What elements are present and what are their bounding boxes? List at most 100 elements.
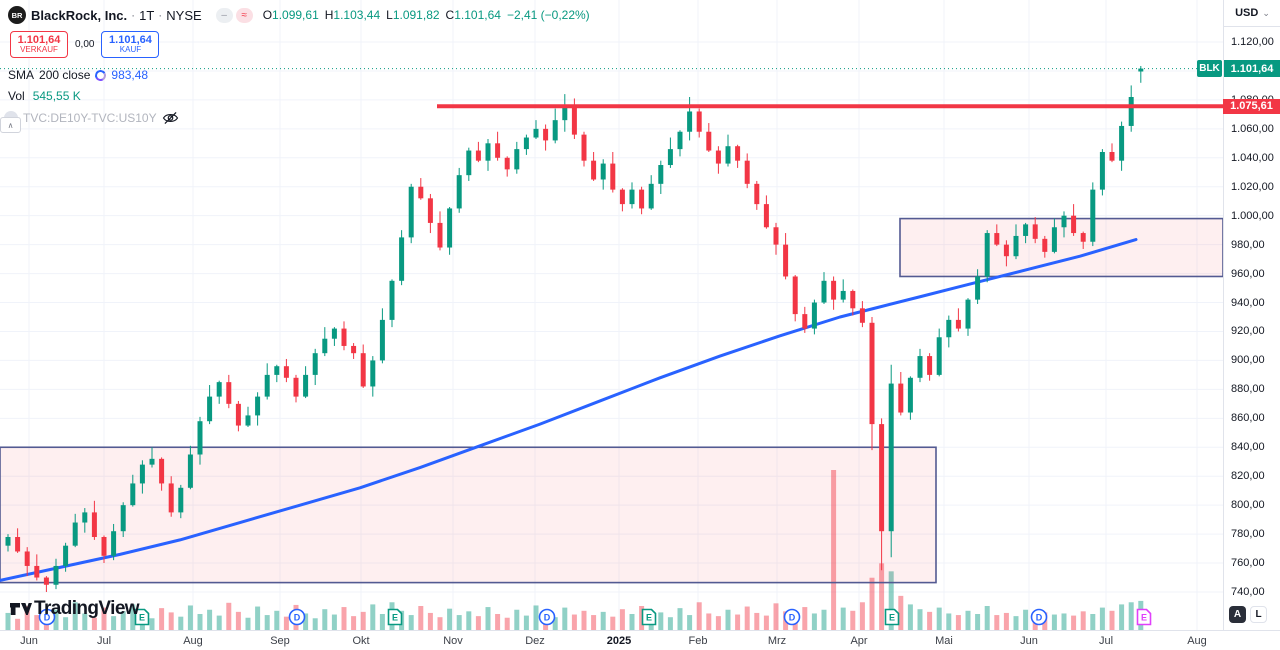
volume-bar [360,611,366,630]
volume-bar [168,612,174,630]
sma-indicator-row[interactable]: SMA 200 close 983,48 [8,67,590,83]
spread-value: 0,00 [75,39,95,50]
earnings-marker[interactable]: E [641,608,657,626]
candle-body [927,356,933,375]
candle-body [43,577,49,585]
candle-body [24,551,30,566]
hidden-indicator-row[interactable]: TVC:DE10Y-TVC:US10Y [4,110,590,126]
candle-body [898,383,904,413]
currency-selector[interactable]: USD ⌄ [1224,0,1280,27]
candle-body [955,319,961,329]
dividend-marker[interactable]: D [1030,608,1048,626]
candle-body [850,290,856,309]
auto-scale-button[interactable]: A [1229,606,1246,623]
volume-bar [571,614,577,630]
volume-bar [245,617,251,630]
candle-body [763,204,769,228]
dividend-marker[interactable]: D [783,608,801,626]
symbol-title[interactable]: BlackRock, Inc. [31,7,128,23]
last-price-symbol-badge: BLK [1197,60,1222,78]
candle-body [994,233,1000,245]
candle-body [619,189,625,205]
volume-bar [706,613,712,630]
candle-body [456,175,462,209]
volume-bar [994,615,1000,630]
candle-body [255,396,261,416]
collapse-pane-button[interactable]: ∧ [0,117,21,133]
symbol-logo: BR [8,6,26,24]
time-tick-label: Nov [443,635,463,647]
earnings-marker[interactable]: E [884,608,900,626]
dividend-marker[interactable]: D [288,608,306,626]
time-tick-label: Jun [20,635,38,647]
volume-bar [658,612,664,630]
rectangle-drawing[interactable] [899,217,1223,278]
separator: · [158,8,163,22]
time-tick-label: Jul [1098,635,1114,647]
volume-bar [1109,610,1115,630]
candle-body [1090,189,1096,242]
tradingview-logo[interactable]: TradingView [8,597,140,621]
marker-letter: D [1036,613,1043,623]
price-tick-label: 900,00 [1231,354,1265,367]
candle-body [1013,235,1019,257]
price-tick-label: 1.040,00 [1231,151,1274,164]
candle-body [15,537,21,552]
candle-body [293,377,299,397]
marker-letter: D [789,613,796,623]
dividend-marker[interactable]: D [538,608,556,626]
exchange-label: NYSE [166,7,202,23]
rectangle-drawing[interactable] [0,446,937,584]
log-scale-button[interactable]: L [1250,606,1267,623]
dividend-icon [38,608,56,626]
volume-bar [984,606,990,630]
volume-bar [514,609,520,630]
candle-body [149,458,155,465]
candle-body [370,360,376,387]
volume-bar [149,618,155,630]
candle-body [600,163,606,180]
vol-value: 545,55 K [32,89,81,103]
volume-bar [591,615,597,630]
volume-bar [264,615,270,630]
dividend-marker[interactable]: D [38,608,56,626]
price-tick-label: 780,00 [1231,528,1265,541]
eye-slash-icon[interactable] [162,111,179,125]
volume-indicator-row[interactable]: Vol 545,55 K [8,88,590,104]
volume-bar [120,611,126,630]
close-label: C [445,8,455,22]
market-closed-icon[interactable]: – [215,7,233,23]
interval-label[interactable]: 1T [139,7,155,23]
post-market-icon[interactable]: ≈ [235,7,253,23]
dividend-icon [538,608,556,626]
sell-label: VERKAUF [20,45,58,55]
sell-button[interactable]: 1.101,64 VERKAUF [10,31,68,58]
time-axis[interactable]: Jun Jul Aug Sep Okt Nov Dez 2025 Feb Mrz Apr Mai Jun… [0,630,1280,650]
time-tick-label: Jul [96,635,112,647]
trade-buttons-row: 1.101,64 VERKAUF 0,00 1.101,64 KAUF [10,31,590,58]
buy-button[interactable]: 1.101,64 KAUF [101,31,160,58]
hidden-indicator-name: TVC:DE10Y-TVC:US10Y [23,111,157,125]
ohlc-readout: O1.099,61 H1.103,44 L1.091,82 C1.101,64 … [263,8,590,22]
candle-body [485,143,491,161]
volume-bar [322,609,328,630]
price-tick-label: 760,00 [1231,557,1265,570]
market-status-icons: – ≈ [215,7,253,23]
volume-bar [955,615,961,630]
volume-bar [331,614,337,630]
volume-bar [936,607,942,630]
candle-body [744,160,750,184]
earnings-marker[interactable]: E [387,608,403,626]
candle-body [514,149,520,170]
candle-body [437,222,443,248]
earnings-marker[interactable]: E [1136,608,1152,626]
candle-body [811,302,817,329]
candle-body [91,512,97,537]
volume-bar [1080,611,1086,630]
low-value: 1.091,82 [392,8,440,22]
volume-bar [495,614,501,630]
earnings-icon [134,608,150,626]
earnings-marker[interactable]: E [134,608,150,626]
price-axis[interactable]: USD ⌄ 1.120,001.100,001.080,001.060,001.… [1223,0,1280,630]
